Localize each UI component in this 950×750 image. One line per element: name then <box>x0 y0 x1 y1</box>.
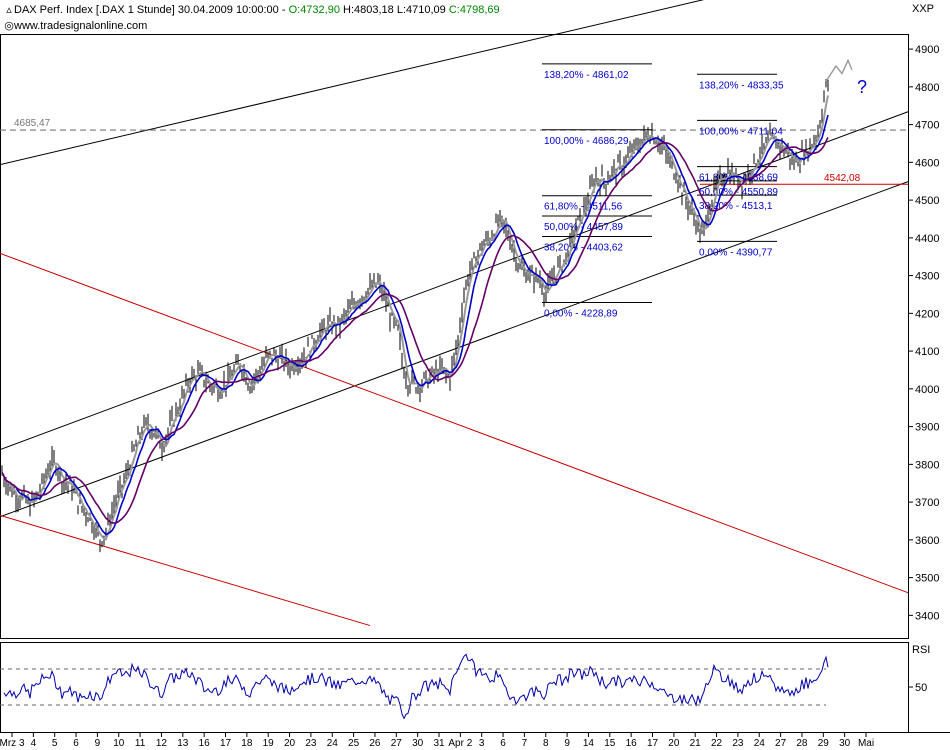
x-tick-label: 17 <box>647 738 659 749</box>
source-line: ◎www.tradesignalonline.com <box>4 19 147 32</box>
x-tick-label: 6 <box>73 738 79 749</box>
price-panel-frame <box>0 34 909 639</box>
x-tick-label: Apr 2 <box>448 738 472 749</box>
y-tick-label: 3900 <box>915 422 939 434</box>
fib-level-label: 61,80% - 4511,56 <box>544 202 623 213</box>
x-tick-label: 4 <box>31 738 37 749</box>
x-tick-label: 10 <box>113 738 125 749</box>
x-tick-label: 30 <box>839 738 851 749</box>
rsi-line <box>3 653 829 720</box>
low-value: L:4710,09 <box>396 4 446 16</box>
x-tick-label: 17 <box>220 738 232 749</box>
fib-level-label: 0,00% - 4390,77 <box>699 247 773 258</box>
x-tick-label: 5 <box>52 738 58 749</box>
resistance-label: 4685,47 <box>14 118 51 129</box>
x-tick-label: 16 <box>626 738 638 749</box>
symbol-label: XXP <box>912 3 934 15</box>
y-tick-label: 3600 <box>915 535 939 547</box>
x-tick-label: 26 <box>369 738 381 749</box>
channel-line <box>0 514 371 627</box>
x-tick-label: 11 <box>135 738 146 749</box>
fib-level-label: 50,00% - 4550,89 <box>699 187 778 198</box>
support-label: 4542,08 <box>824 173 861 184</box>
x-tick-label: 27 <box>775 738 787 749</box>
rsi-tick-label: 50 <box>915 682 927 694</box>
x-tick-label: 16 <box>199 738 211 749</box>
x-tick-label: Mrz 3 <box>0 738 25 749</box>
x-tick-label: 20 <box>284 738 296 749</box>
x-tick-label: 12 <box>156 738 168 749</box>
y-tick-label: 4300 <box>915 271 939 283</box>
x-tick-label: 20 <box>668 738 680 749</box>
x-tick-label: 25 <box>348 738 360 749</box>
y-tick-label: 4400 <box>915 233 939 245</box>
high-value: H:4803,18 <box>343 4 394 16</box>
x-tick-label: 21 <box>690 738 702 749</box>
x-tick-label: 14 <box>583 738 595 749</box>
x-tick-label: 18 <box>241 738 253 749</box>
open-value: O:4732,90 <box>288 4 340 16</box>
fib-level-label: 138,20% - 4833,35 <box>699 80 784 91</box>
x-tick-label: 15 <box>604 738 616 749</box>
y-tick-label: 3700 <box>915 497 939 509</box>
y-tick-label: 4000 <box>915 384 939 396</box>
chart-title: DAX Perf. Index [.DAX 1 Stunde] 30.04.20… <box>14 4 289 16</box>
y-tick-label: 4600 <box>915 157 939 169</box>
fib-level-label: 0,00% - 4228,89 <box>544 308 618 319</box>
ma-mid-line <box>1 114 829 536</box>
channel-line <box>0 252 909 594</box>
fib-level-label: 100,00% - 4711,04 <box>699 126 783 137</box>
ma-fast-line <box>1 95 829 541</box>
globe-icon: ◎ <box>4 20 14 32</box>
y-tick-label: 4800 <box>915 82 939 94</box>
x-tick-label: 29 <box>818 738 830 749</box>
projection-line <box>825 58 853 82</box>
x-tick-label: 9 <box>564 738 570 749</box>
y-tick-label: 4900 <box>915 44 939 56</box>
source-url: www.tradesignalonline.com <box>14 20 148 32</box>
y-tick-label: 3500 <box>915 573 939 585</box>
fib-level-label: 38,20% - 4513,1 <box>699 201 773 212</box>
fib-level-label: 100,00% - 4686,29 <box>544 136 629 147</box>
channel-line <box>0 181 909 518</box>
y-tick-label: 4100 <box>915 346 939 358</box>
y-tick-label: 3400 <box>915 610 939 622</box>
x-tick-label: 24 <box>754 738 766 749</box>
triangle-up-icon: ▵ <box>6 4 12 16</box>
y-tick-label: 4200 <box>915 308 939 320</box>
x-tick-label: 24 <box>327 738 339 749</box>
fib-level-label: 138,20% - 4861,02 <box>544 70 629 81</box>
chart-header: ▵ DAX Perf. Index [.DAX 1 Stunde] 30.04.2… <box>4 3 500 16</box>
y-tick-label: 3800 <box>915 459 939 471</box>
x-tick-label: 23 <box>732 738 744 749</box>
x-tick-label: Mai <box>858 738 874 749</box>
y-tick-label: 4500 <box>915 195 939 207</box>
x-tick-label: 30 <box>412 738 424 749</box>
question-mark-annotation: ? <box>857 77 867 97</box>
x-tick-label: 19 <box>263 738 275 749</box>
x-tick-label: 9 <box>95 738 101 749</box>
y-tick-label: 4700 <box>915 120 939 132</box>
x-tick-label: 22 <box>711 738 723 749</box>
rsi-label: RSI <box>912 644 930 656</box>
rsi-panel-frame <box>0 642 909 733</box>
x-tick-label: 27 <box>391 738 403 749</box>
x-tick-label: 8 <box>543 738 549 749</box>
x-tick-label: 13 <box>177 738 189 749</box>
x-tick-label: 3 <box>479 738 485 749</box>
x-tick-label: 28 <box>796 738 808 749</box>
ma-slow-line <box>1 137 829 524</box>
x-tick-label: 6 <box>500 738 506 749</box>
close-value: C:4798,69 <box>448 4 500 16</box>
channel-line <box>0 0 705 166</box>
x-tick-label: 31 <box>433 738 445 749</box>
x-tick-label: 23 <box>305 738 317 749</box>
x-tick-label: 7 <box>522 738 528 749</box>
